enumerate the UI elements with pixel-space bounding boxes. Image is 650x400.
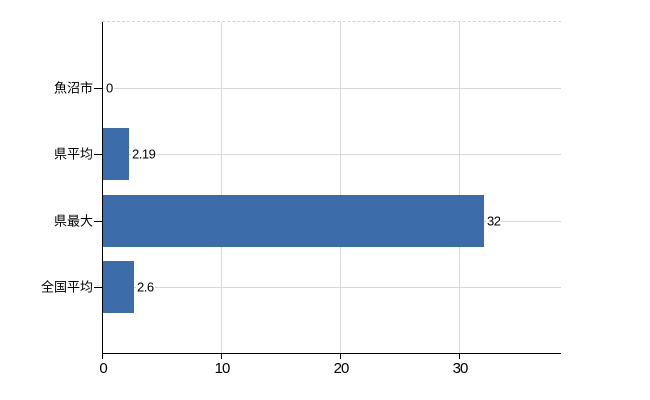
bar-3 bbox=[103, 261, 134, 313]
x-tick-label-10: 10 bbox=[214, 360, 231, 377]
category-label-3: 全国平均 bbox=[40, 279, 93, 295]
category-label-1: 県平均 bbox=[53, 146, 93, 162]
gridline-30 bbox=[459, 22, 460, 353]
plot-top-border bbox=[102, 21, 561, 22]
x-tick-label-30: 30 bbox=[452, 360, 469, 377]
x-axis-line bbox=[102, 353, 561, 354]
value-label-3: 2.6 bbox=[136, 279, 155, 295]
row-line-1 bbox=[103, 154, 561, 155]
x-tick-10 bbox=[221, 353, 222, 359]
x-tick-30 bbox=[459, 353, 460, 359]
category-label-0: 魚沼市 bbox=[53, 80, 93, 96]
row-line-3 bbox=[103, 287, 561, 288]
x-tick-20 bbox=[340, 353, 341, 359]
bar-2 bbox=[103, 195, 484, 247]
value-label-2: 32 bbox=[486, 213, 502, 229]
x-tick-0 bbox=[102, 353, 103, 359]
gridline-10 bbox=[221, 22, 222, 353]
bar-1 bbox=[103, 128, 129, 180]
plot-area: 0 2.19 32 2.6 bbox=[102, 22, 561, 353]
value-label-1: 2.19 bbox=[131, 146, 157, 162]
category-label-2: 県最大 bbox=[53, 213, 93, 229]
category-tick-3 bbox=[94, 287, 102, 288]
row-line-0 bbox=[103, 88, 561, 89]
x-tick-label-20: 20 bbox=[333, 360, 350, 377]
value-label-0: 0 bbox=[105, 80, 114, 96]
category-tick-0 bbox=[94, 88, 102, 89]
y-axis-line bbox=[102, 22, 103, 354]
category-tick-1 bbox=[94, 154, 102, 155]
gridline-20 bbox=[340, 22, 341, 353]
x-tick-label-0: 0 bbox=[99, 360, 107, 377]
category-tick-2 bbox=[94, 221, 102, 222]
